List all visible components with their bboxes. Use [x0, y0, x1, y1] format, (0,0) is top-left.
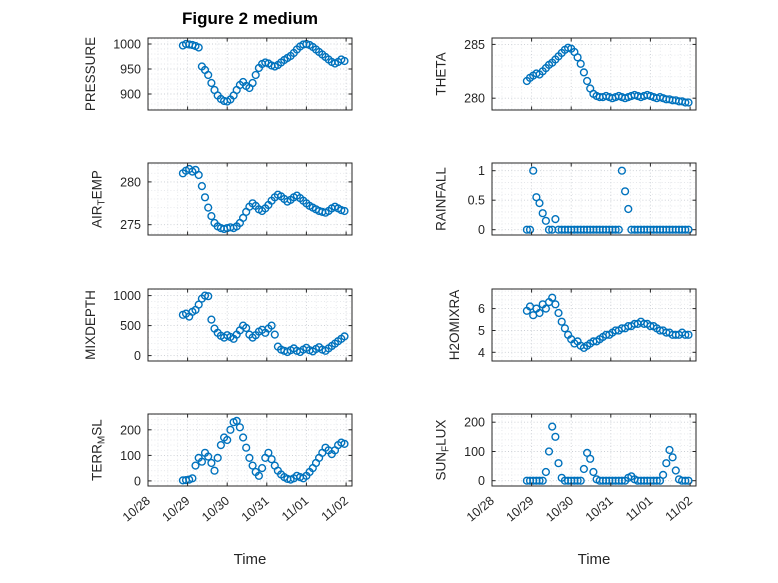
minor-grid — [492, 38, 696, 110]
y-tick-label: 0 — [478, 474, 485, 488]
x-tick-label: 10/29 — [160, 494, 193, 525]
chart-sun_flux: 0 100 200 SUNFLUX 10/28 10/29 10/30 10/31 11/01 1… — [434, 413, 697, 525]
y-tick-label: 1000 — [113, 38, 141, 52]
y-tick-label: 100 — [120, 449, 141, 463]
chart-terr_msl: 0 100 200 TERRMSL 10/28 10/29 10/30 10/31 11/01 1… — [90, 413, 353, 525]
chart-air_temp: 275 280 AIRTEMP — [90, 162, 353, 236]
y-tick-label: 285 — [464, 38, 485, 52]
axes-box — [491, 162, 697, 236]
x-tick-label: 11/01 — [623, 494, 655, 524]
axis-labels: 275 280 AIRTEMP — [90, 170, 141, 232]
y-tick-label: 0 — [478, 223, 485, 237]
x-tick-label: 10/28 — [120, 494, 153, 525]
x-tick-label: 10/30 — [543, 494, 576, 525]
data-points — [522, 293, 693, 353]
y-tick-label: 0 — [134, 349, 141, 363]
ylabel-rainfall: RAINFALL — [434, 167, 449, 231]
data-points — [178, 291, 349, 357]
y-tick-label: 275 — [120, 218, 141, 232]
axes-box — [147, 37, 353, 111]
y-tick-label: 6 — [478, 302, 485, 316]
x-tick-label: 11/02 — [663, 494, 695, 524]
figure-title: Figure 2 medium — [181, 9, 319, 28]
data-points — [178, 416, 349, 485]
x-tick-label: 10/30 — [199, 494, 232, 525]
y-tick-label: 900 — [120, 88, 141, 102]
ylabel-terr_msl: TERRMSL — [90, 419, 108, 481]
y-tick-label: 0.5 — [468, 194, 485, 208]
data-points — [522, 43, 693, 107]
ylabel-h2omixra: H2OMIXRA — [447, 290, 462, 361]
data-points — [178, 164, 349, 234]
chart-h2omixra: 4 5 6 H2OMIXRA — [447, 288, 697, 362]
chart-theta: 280 285 THETA — [434, 37, 697, 111]
axis-labels: 0 100 200 SUNFLUX 10/28 10/29 10/30 10/31 11/01 1… — [434, 416, 695, 525]
y-tick-label: 200 — [120, 423, 141, 437]
chart-mixdepth: 0 500 1000 MIXDEPTH — [83, 288, 353, 363]
ylabel-sun_flux: SUNFLUX — [434, 420, 452, 481]
y-tick-label: 1 — [478, 164, 485, 178]
axes-box — [147, 288, 353, 362]
y-tick-label: 280 — [464, 92, 485, 106]
minor-grid — [492, 414, 696, 486]
y-tick-label: 500 — [120, 319, 141, 333]
chart-rainfall: 0 0.5 1 RAINFALL — [434, 162, 697, 237]
chart-pressure: 900 950 1000 PRESSURE — [83, 37, 353, 111]
major-grid — [491, 38, 696, 110]
axes-box — [491, 413, 697, 487]
data-points — [178, 39, 349, 106]
x-tick-label: 10/31 — [239, 494, 272, 525]
axis-labels: 0 500 1000 MIXDEPTH — [83, 289, 141, 363]
axis-labels: 4 5 6 H2OMIXRA — [447, 290, 485, 361]
y-tick-label: 5 — [478, 324, 485, 338]
axes-box — [147, 413, 353, 487]
axes-box — [491, 37, 697, 111]
axis-labels: 0 0.5 1 RAINFALL — [434, 164, 485, 237]
x-tick-label: 10/28 — [464, 494, 497, 525]
data-points — [522, 166, 693, 234]
ylabel-air_temp: AIRTEMP — [90, 170, 108, 228]
axes-box — [147, 162, 353, 236]
y-tick-label: 200 — [464, 416, 485, 430]
ylabel-mixdepth: MIXDEPTH — [83, 290, 98, 360]
xlabel-left-time: Time — [233, 551, 267, 568]
axes-box — [491, 288, 697, 362]
y-tick-label: 100 — [464, 445, 485, 459]
y-tick-label: 1000 — [113, 289, 141, 303]
minor-grid — [492, 163, 696, 235]
ylabel-theta: THETA — [434, 52, 449, 95]
x-tick-label: 11/02 — [319, 494, 351, 524]
minor-grid — [492, 289, 696, 362]
axis-labels: 280 285 THETA — [434, 38, 485, 106]
x-tick-label: 10/31 — [583, 494, 616, 525]
minor-grid — [148, 163, 352, 235]
ylabel-pressure: PRESSURE — [83, 37, 98, 111]
x-tick-label: 11/01 — [279, 494, 311, 524]
axis-labels: 900 950 1000 PRESSURE — [83, 37, 141, 111]
y-tick-label: 0 — [134, 474, 141, 488]
data-points — [522, 422, 693, 485]
y-tick-label: 4 — [478, 346, 485, 360]
y-tick-label: 280 — [120, 175, 141, 189]
xlabel-right-time: Time — [577, 551, 611, 568]
y-tick-label: 950 — [120, 63, 141, 77]
x-tick-label: 10/29 — [504, 494, 537, 525]
